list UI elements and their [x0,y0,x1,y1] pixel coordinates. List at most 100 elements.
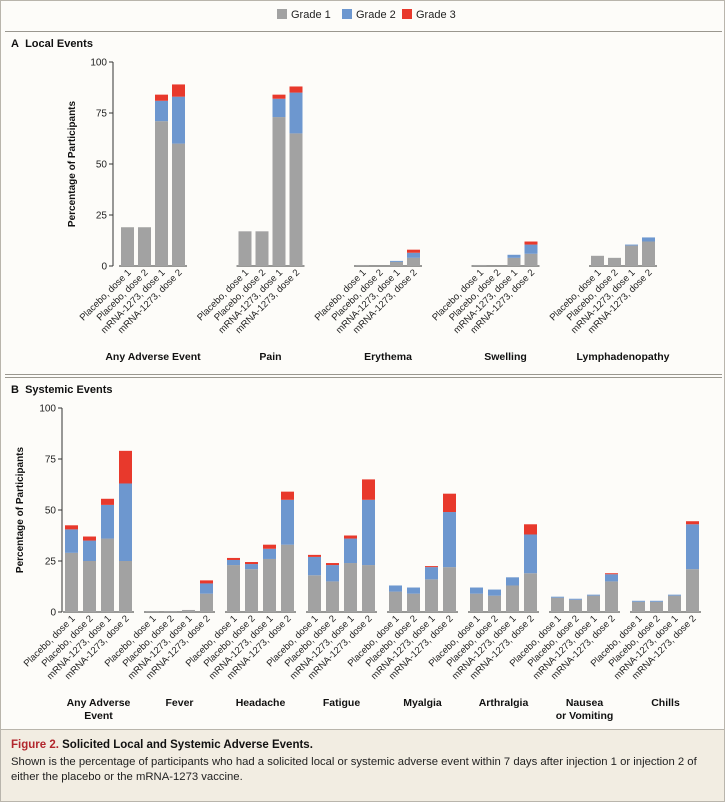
bar-segment-grade-3 [326,563,339,566]
bar-segment-grade-3 [65,525,78,530]
group-label: Arthralgia [479,697,529,709]
legend-item-grade-3: Grade 3 [402,9,456,21]
panel-title-local-text: Local Events [25,38,93,50]
bar-segment-grade-2 [200,583,213,594]
legend-swatch-grade-2 [342,9,352,19]
bar-segment-grade-2 [650,600,663,602]
bar-segment-grade-2 [507,254,521,258]
bar-segment-grade-1 [326,581,339,612]
bar-segment-grade-3 [362,479,375,500]
bar-segment-grade-1 [263,558,276,612]
caption-text: Shown is the percentage of participants … [11,756,697,783]
bar-segment-grade-1 [182,609,195,612]
bar-segment-grade-3 [155,94,168,101]
bar-segment-grade-3 [101,498,114,505]
bar-segment-grade-2 [362,499,375,566]
bar-segment-grade-1 [650,601,663,612]
group-label: Swelling [484,351,527,363]
bar-segment-grade-2 [407,252,420,258]
bar-segment-grade-1 [632,601,645,612]
y-axis-title: Percentage of Participants [15,446,26,573]
bar-segment-grade-2 [155,100,168,122]
bar-segment-grade-1 [587,595,600,612]
legend-label-grade-2: Grade 2 [356,9,396,21]
bar-segment-grade-1 [407,593,420,612]
panel-letter-b: B [11,384,19,396]
bar-segment-grade-3 [281,491,294,500]
bar-segment-grade-2 [407,587,420,594]
legend-item-grade-2: Grade 2 [342,9,396,21]
bar-segment-grade-1 [524,573,537,612]
bar-segment-grade-1 [362,565,375,612]
bar-segment-grade-1 [245,569,258,612]
bar-segment-grade-1 [473,264,487,266]
legend-label-grade-3: Grade 3 [416,9,456,21]
bar-segment-grade-3 [524,241,538,245]
y-tick-label: 50 [96,160,108,171]
bar-segment-grade-2 [326,565,339,582]
y-tick-label: 25 [45,557,57,568]
bar-segment-grade-2 [443,512,456,568]
bar-segment-grade-1 [569,599,582,612]
bar-segment-grade-1 [591,255,604,266]
legend: Grade 1 Grade 2 Grade 3 [1,1,725,29]
panel-letter-a: A [11,38,19,50]
bar-segment-grade-3 [245,562,258,565]
bar-segment-grade-2 [344,538,357,564]
bar-segment-grade-1 [65,552,78,612]
bar-segment-grade-1 [507,257,521,266]
bar-segment-grade-2 [632,600,645,602]
bar-segment-grade-2 [551,596,564,598]
bar-segment-grade-3 [200,580,213,584]
bar-segment-grade-1 [470,593,483,612]
bar-segment-grade-2 [308,556,321,576]
bar-segment-grade-3 [344,535,357,539]
bar-segment-grade-2 [227,559,240,566]
bar-segment-grade-2 [524,534,537,574]
bar-segment-grade-1 [227,565,240,612]
y-tick-label: 100 [90,58,107,69]
bar-segment-grade-1 [551,597,564,612]
bar-segment-grade-1 [289,133,303,266]
bar-segment-grade-1 [389,591,402,612]
bar-segment-grade-1 [255,231,269,266]
group-label: Headache [236,697,286,709]
panel-title-local: A Local Events [11,38,93,50]
bar-segment-grade-2 [470,587,483,594]
bar-segment-grade-1 [172,143,185,266]
bar-segment-grade-1 [488,595,501,612]
bar-segment-grade-2 [101,504,114,539]
group-label: Fatigue [323,697,360,709]
bar-segment-grade-2 [425,567,438,580]
bar-segment-grade-3 [425,566,438,568]
bar-segment-grade-3 [524,524,537,535]
bar-segment-grade-2 [569,598,582,600]
bar-segment-grade-1 [119,561,132,612]
bar-segment-grade-1 [443,567,456,612]
bar-segment-grade-3 [83,536,96,541]
group-label: Pain [259,351,281,363]
bar-segment-grade-2 [668,594,681,596]
legend-swatch-grade-1 [277,9,287,19]
bar-segment-grade-3 [263,544,276,549]
panel-title-systemic-text: Systemic Events [25,384,113,396]
bar-segment-grade-2 [390,260,403,262]
bar-segment-grade-1 [138,227,151,266]
y-tick-label: 25 [96,211,108,222]
bar-segment-grade-1 [200,593,213,612]
bar-segment-grade-2 [605,574,618,582]
bar-segment-grade-3 [272,94,286,99]
bar-segment-grade-2 [272,98,286,118]
figure: Grade 1 Grade 2 Grade 3 A Local Events 0… [0,0,725,730]
y-tick-label: 100 [39,404,56,415]
bar-segment-grade-1 [407,257,420,266]
bar-segment-grade-1 [146,610,159,612]
bar-segment-grade-3 [686,521,699,525]
bar-segment-grade-1 [642,241,655,266]
bar-segment-grade-2 [65,529,78,553]
y-tick-label: 75 [45,455,57,466]
group-label: or Vomiting [556,710,614,722]
bar-segment-grade-3 [443,493,456,513]
bar-segment-grade-1 [101,538,114,612]
